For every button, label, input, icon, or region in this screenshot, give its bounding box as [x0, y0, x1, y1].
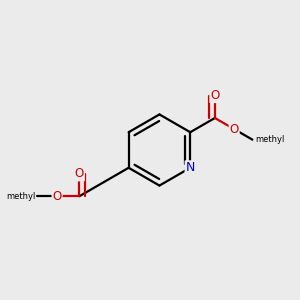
Text: O: O [75, 167, 84, 181]
Text: methyl: methyl [6, 192, 35, 201]
Text: O: O [52, 190, 62, 203]
Text: O: O [210, 89, 220, 102]
Text: methyl: methyl [256, 135, 285, 144]
Text: O: O [230, 123, 239, 136]
Text: N: N [186, 161, 195, 174]
